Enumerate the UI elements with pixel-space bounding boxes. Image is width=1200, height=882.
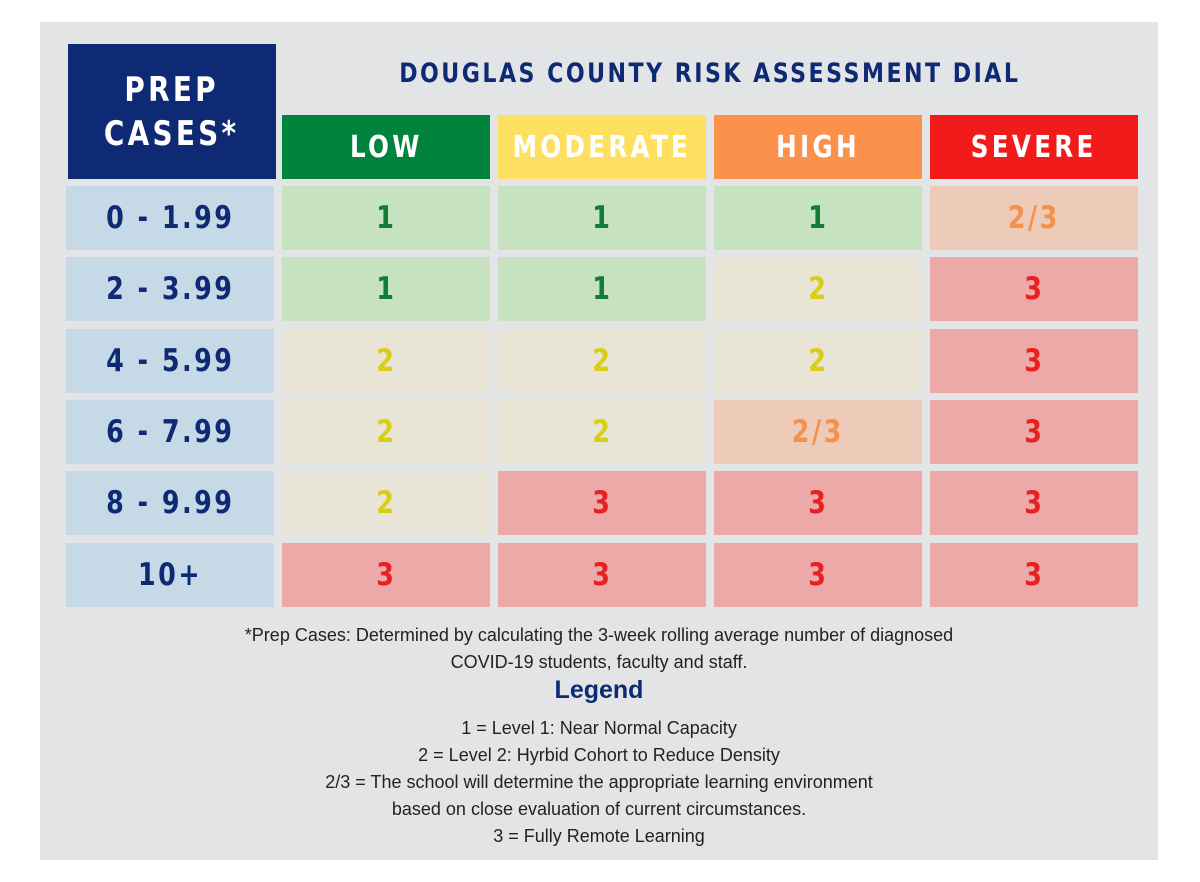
table-cell: 2 <box>714 257 922 321</box>
legend-list: 1 = Level 1: Near Normal Capacity 2 = Le… <box>40 715 1158 850</box>
table-cell: 3 <box>930 543 1138 607</box>
cell-value: 3 <box>591 557 613 593</box>
cell-value: 2 <box>591 414 613 450</box>
row-label: 4 - 5.99 <box>66 329 274 393</box>
column-header-severe: SEVERE <box>930 115 1138 179</box>
table-cell: 3 <box>498 543 706 607</box>
cell-value: 3 <box>375 557 397 593</box>
row-label-text: 10+ <box>137 557 203 593</box>
cell-value: 2 <box>591 343 613 379</box>
cell-value: 1 <box>375 271 397 307</box>
cell-value: 1 <box>807 200 829 236</box>
legend-item: 1 = Level 1: Near Normal Capacity <box>461 718 737 738</box>
cell-value: 2 <box>807 343 829 379</box>
table-cell: 2 <box>282 471 490 535</box>
cell-value: 2/3 <box>791 414 845 450</box>
legend-item: 3 = Fully Remote Learning <box>493 826 705 846</box>
prep-header-line-2: CASES* <box>104 113 240 154</box>
legend-item: 2 = Level 2: Hyrbid Cohort to Reduce Den… <box>418 745 780 765</box>
row-label: 8 - 9.99 <box>66 471 274 535</box>
row-label: 2 - 3.99 <box>66 257 274 321</box>
row-label-text: 6 - 7.99 <box>105 414 235 450</box>
table-cell: 3 <box>930 257 1138 321</box>
table-cell: 2 <box>714 329 922 393</box>
cell-value: 3 <box>807 485 829 521</box>
cell-value: 2 <box>807 271 829 307</box>
table-cell: 3 <box>930 471 1138 535</box>
footnote: *Prep Cases: Determined by calculating t… <box>40 622 1158 676</box>
cell-value: 3 <box>1023 414 1045 450</box>
row-label: 10+ <box>66 543 274 607</box>
prep-header-line-1: PREP <box>124 69 220 110</box>
table-cell: 1 <box>498 186 706 250</box>
table-cell: 3 <box>930 329 1138 393</box>
cell-value: 2 <box>375 414 397 450</box>
table-cell: 3 <box>714 471 922 535</box>
legend-item: based on close evaluation of current cir… <box>391 799 807 819</box>
footnote-line: COVID-19 students, faculty and staff. <box>450 652 748 672</box>
table-cell: 2 <box>282 329 490 393</box>
cell-value: 3 <box>1023 485 1045 521</box>
page-title: DOUGLAS COUNTY RISK ASSESSMENT DIAL <box>398 58 1021 89</box>
table-cell: 1 <box>714 186 922 250</box>
row-label-text: 2 - 3.99 <box>105 271 235 307</box>
table-cell: 3 <box>714 543 922 607</box>
table-cell: 1 <box>498 257 706 321</box>
table-cell: 2 <box>498 329 706 393</box>
column-header-low: LOW <box>282 115 490 179</box>
cell-value: 3 <box>1023 343 1045 379</box>
column-header-label: HIGH <box>776 129 860 165</box>
row-label-text: 0 - 1.99 <box>105 200 235 236</box>
legend-item: 2/3 = The school will determine the appr… <box>325 772 873 792</box>
footnote-line: *Prep Cases: Determined by calculating t… <box>244 625 954 645</box>
cell-value: 3 <box>591 485 613 521</box>
cell-value: 3 <box>807 557 829 593</box>
column-header-high: HIGH <box>714 115 922 179</box>
cell-value: 2 <box>375 485 397 521</box>
cell-value: 3 <box>1023 271 1045 307</box>
row-label-text: 4 - 5.99 <box>105 343 235 379</box>
table-cell: 1 <box>282 186 490 250</box>
prep-cases-header: PREP CASES* <box>68 44 276 179</box>
cell-value: 2/3 <box>1007 200 1061 236</box>
legend-title: Legend <box>554 676 644 704</box>
column-header-label: SEVERE <box>971 129 1097 165</box>
table-cell: 1 <box>282 257 490 321</box>
table-cell: 2/3 <box>714 400 922 464</box>
cell-value: 1 <box>591 271 613 307</box>
row-label-text: 8 - 9.99 <box>105 485 235 521</box>
cell-value: 1 <box>375 200 397 236</box>
table-cell: 2/3 <box>930 186 1138 250</box>
cell-value: 2 <box>375 343 397 379</box>
table-cell: 2 <box>282 400 490 464</box>
cell-value: 3 <box>1023 557 1045 593</box>
row-label: 0 - 1.99 <box>66 186 274 250</box>
table-cell: 2 <box>498 400 706 464</box>
cell-value: 1 <box>591 200 613 236</box>
table-cell: 3 <box>282 543 490 607</box>
column-header-label: LOW <box>349 129 423 165</box>
row-label: 6 - 7.99 <box>66 400 274 464</box>
column-header-label: MODERATE <box>512 129 692 165</box>
column-header-moderate: MODERATE <box>498 115 706 179</box>
table-cell: 3 <box>498 471 706 535</box>
table-cell: 3 <box>930 400 1138 464</box>
